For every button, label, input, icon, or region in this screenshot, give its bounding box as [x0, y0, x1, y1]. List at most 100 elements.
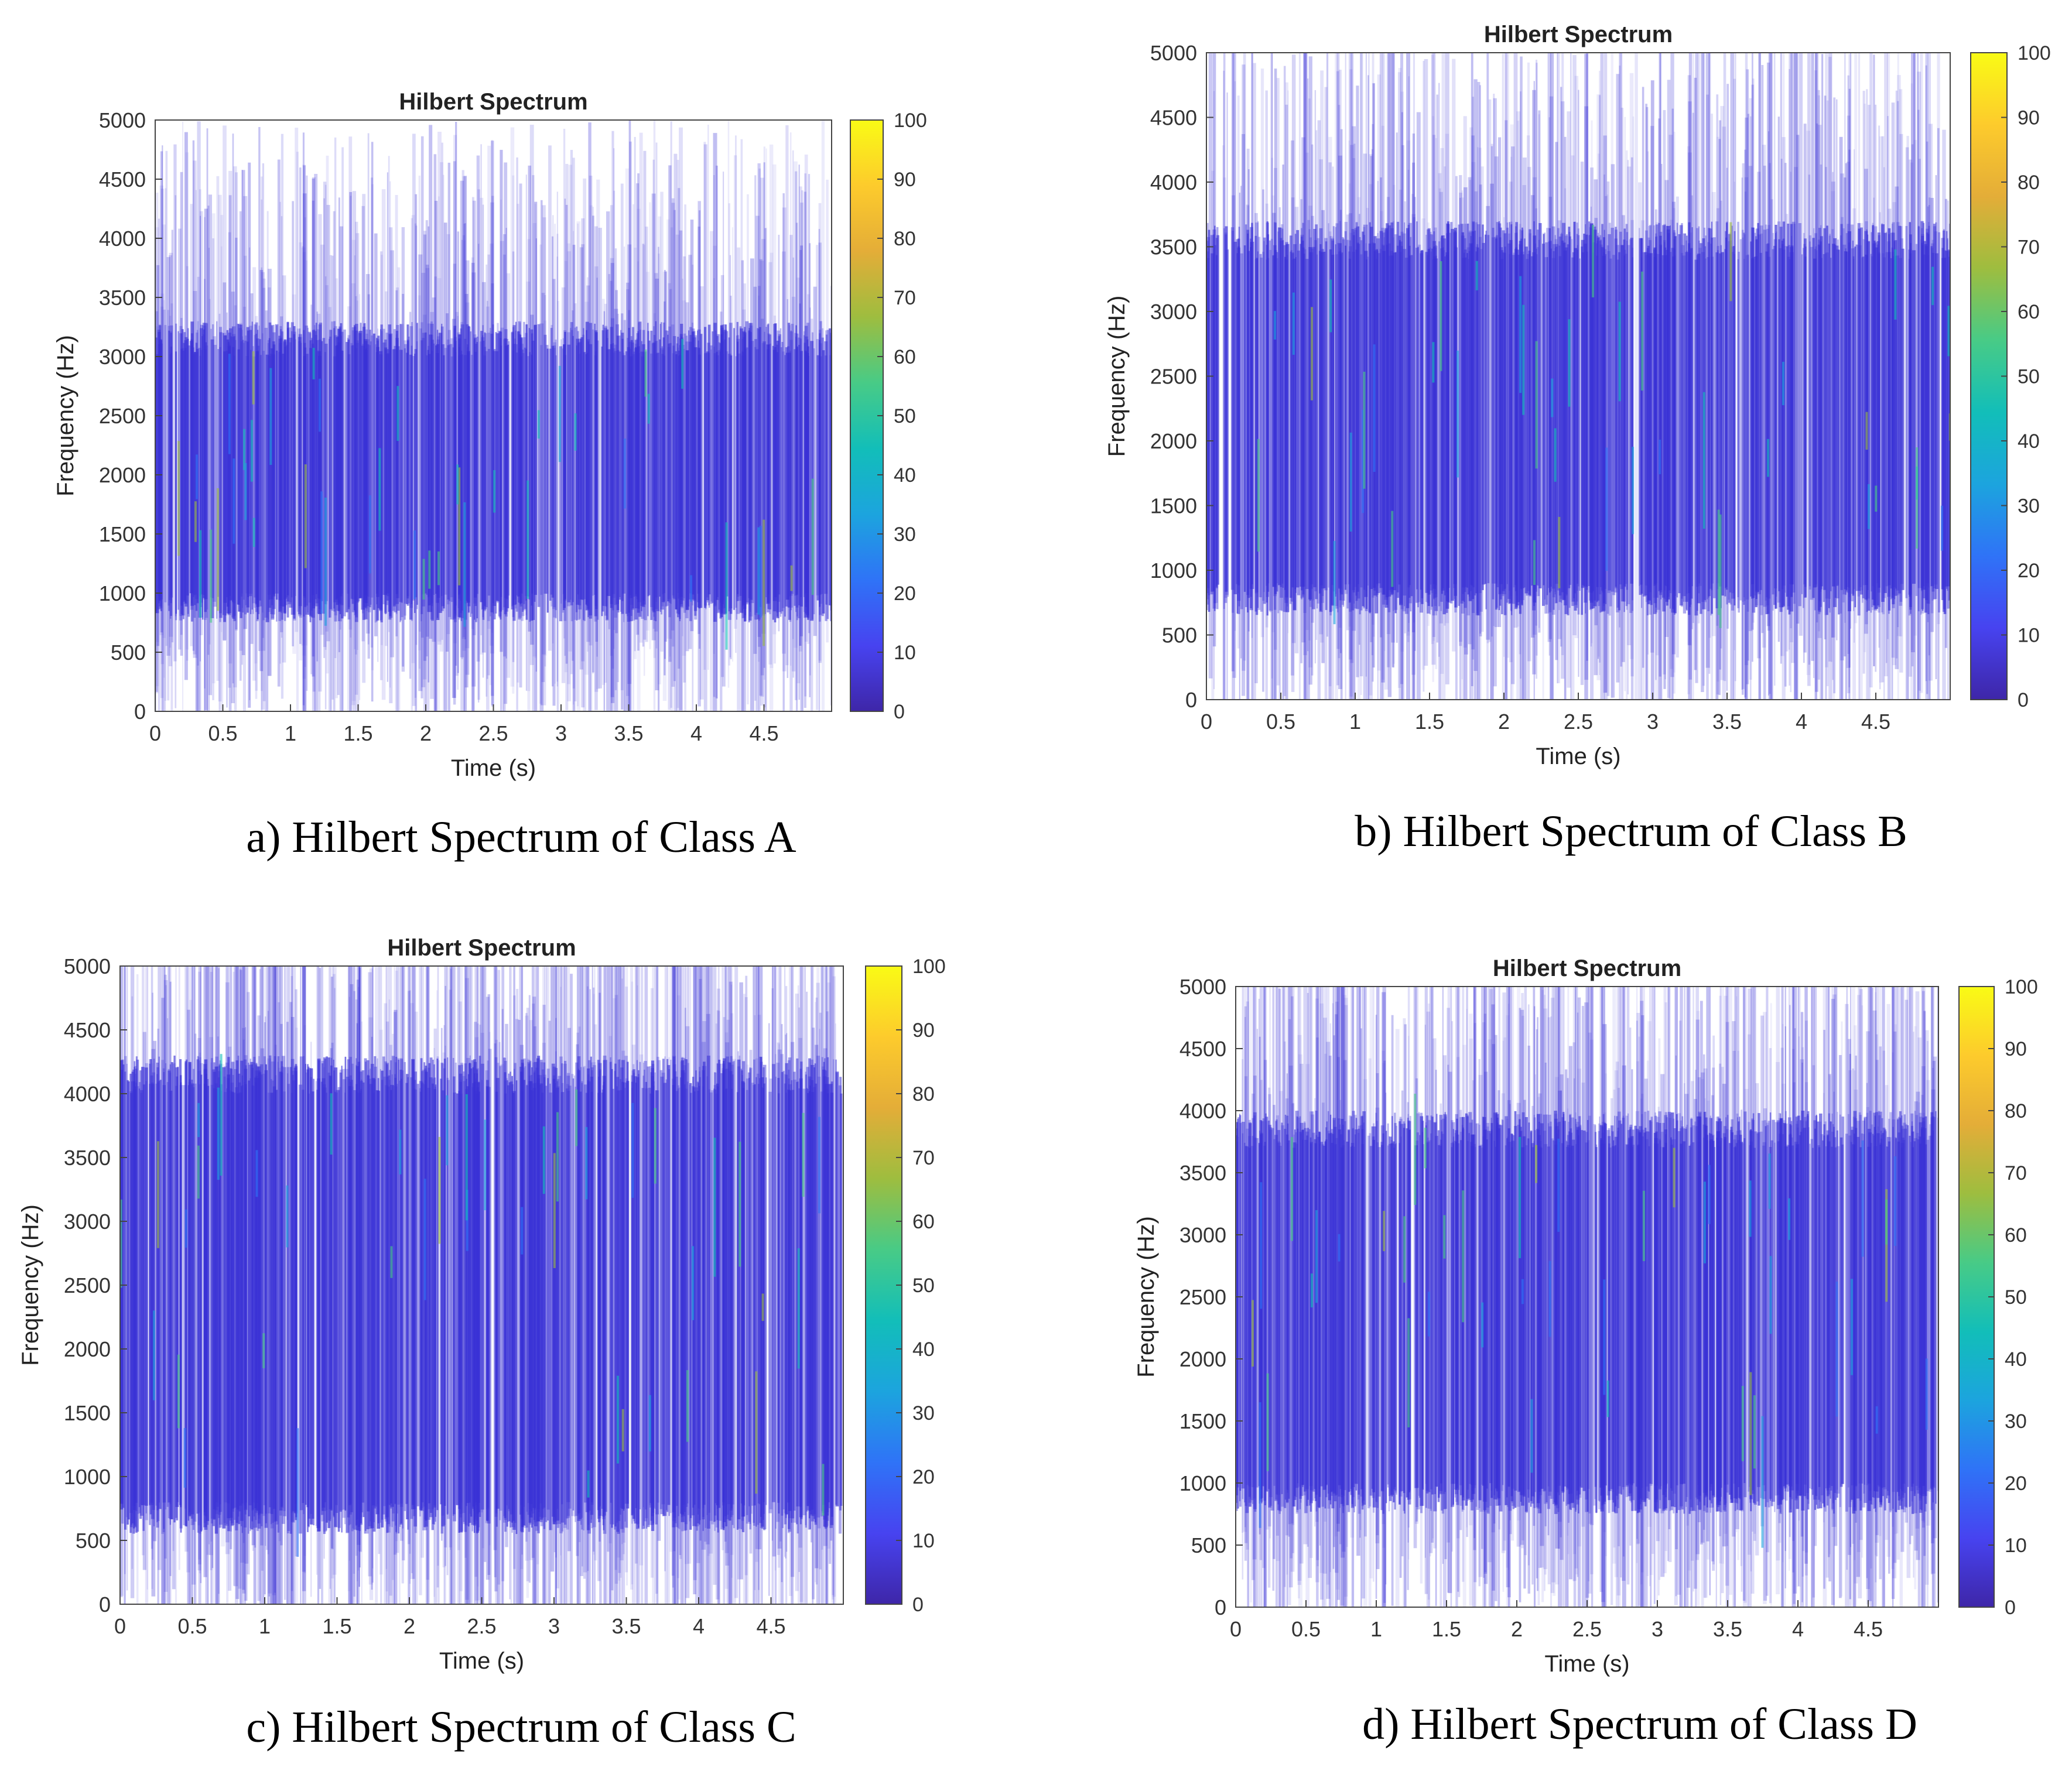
- spectrum-core-streak: [1892, 232, 1895, 604]
- spectrum-core-streak: [1830, 258, 1832, 591]
- spectrum-streak: [1326, 53, 1329, 637]
- spectrum-core-streak: [1305, 259, 1309, 590]
- spectrum-core-streak: [1896, 222, 1900, 595]
- colorbar-tick-label: 30: [912, 1402, 935, 1424]
- spectrum-streak: [591, 215, 594, 673]
- spectrum-core-streak: [307, 1068, 311, 1519]
- spectrum-core-streak: [1606, 245, 1609, 614]
- spectrum-core-streak: [1681, 223, 1683, 599]
- spectrum-core-streak: [1466, 253, 1468, 588]
- colorbar: [1970, 52, 2008, 700]
- spectrum-core-streak: [631, 1075, 634, 1516]
- spectrum-core-streak: [1546, 228, 1550, 614]
- spectrum-core-streak: [481, 1080, 483, 1513]
- spectrum-highlight: [463, 502, 466, 627]
- spectrum-core-streak: [839, 1077, 842, 1511]
- spectrum-core-streak: [484, 351, 488, 608]
- spectrum-core-streak: [748, 330, 750, 622]
- spectrum-core-streak: [1370, 227, 1373, 590]
- spectrum-core-streak: [452, 1057, 454, 1516]
- spectrum-core-streak: [1589, 224, 1594, 609]
- spectrum-streak: [500, 1064, 504, 1604]
- spectrum-core-streak: [552, 1075, 556, 1525]
- spectrum-core-streak: [1705, 258, 1707, 609]
- spectrum-highlight: [1702, 392, 1705, 529]
- spectrum-core-streak: [1683, 245, 1685, 602]
- spectrum-core-streak: [723, 1061, 725, 1530]
- spectrum-streak: [564, 966, 567, 1604]
- spectrum-core-streak: [1908, 249, 1912, 595]
- spectrum-streak: [609, 1062, 611, 1604]
- spectrum-core-streak: [602, 1076, 606, 1519]
- spectrum-core-streak: [726, 1068, 729, 1515]
- spectrum-core-streak: [295, 1064, 298, 1520]
- spectrum-core-streak: [193, 352, 196, 618]
- spectrum-streak: [710, 966, 713, 1604]
- y-tick-label: 3000: [1150, 300, 1197, 324]
- spectrum-streak: [1799, 53, 1803, 636]
- spectrum-core-streak: [1935, 222, 1937, 600]
- spectrum-core-streak: [1619, 231, 1622, 585]
- spectrum-core-streak: [655, 321, 657, 622]
- spectrum-core-streak: [1475, 246, 1479, 615]
- spectrum-streak: [242, 966, 246, 1594]
- spectrum-core-streak: [511, 1091, 513, 1533]
- spectrum-core-streak: [1552, 244, 1555, 598]
- spectrum-streak: [735, 135, 737, 653]
- spectrum-streak: [565, 163, 569, 711]
- spectrum-core-streak: [1402, 233, 1406, 612]
- x-tick-label: 1.5: [322, 1614, 351, 1638]
- spectrum-image: [120, 966, 843, 1604]
- spectrum-streak: [487, 145, 491, 629]
- spectrum-highlight: [822, 1464, 825, 1516]
- spectrum-core-streak: [829, 328, 832, 605]
- spectrum-streak: [425, 220, 428, 657]
- spectrum-core-streak: [1826, 225, 1828, 615]
- spectrum-core-streak: [611, 1068, 613, 1528]
- spectrum-core-streak: [404, 348, 406, 620]
- spectrum-streak: [1917, 109, 1920, 700]
- spectrum-core-streak: [1344, 221, 1348, 594]
- spectrum-core-streak: [1848, 231, 1852, 612]
- spectrum-core-streak: [474, 339, 476, 620]
- y-tick-label: 4000: [1150, 170, 1197, 194]
- spectrum-streak: [208, 194, 213, 696]
- spectrum-core-streak: [237, 323, 240, 605]
- spectrum-core-streak: [634, 347, 638, 609]
- spectrum-highlight: [648, 1395, 651, 1452]
- spectrum-core-streak: [203, 1090, 207, 1516]
- spectrum-highlight: [1475, 261, 1478, 290]
- spectrum-core-streak: [627, 1061, 629, 1504]
- spectrum-streak: [518, 1019, 521, 1604]
- spectrum-highlight: [1894, 249, 1897, 320]
- spectrum-core-streak: [404, 340, 406, 616]
- spectrum-core-streak: [495, 1078, 500, 1509]
- spectrum-core-streak: [729, 355, 733, 614]
- spectrum-streak: [731, 227, 734, 662]
- spectrum-core-streak: [315, 1081, 317, 1526]
- spectrum-core-streak: [126, 1063, 128, 1518]
- spectrum-core-streak: [750, 341, 754, 604]
- spectrum-core-streak: [564, 1060, 567, 1525]
- spectrum-streak: [1641, 1015, 1644, 1607]
- spectrum-core-streak: [649, 1087, 651, 1506]
- spectrum-streak: [1929, 197, 1931, 700]
- spectrum-core-streak: [366, 1060, 370, 1529]
- spectrum-streak: [699, 966, 702, 1541]
- spectrum-streak: [1578, 90, 1579, 677]
- spectrum-core-streak: [134, 1061, 136, 1525]
- spectrum-core-streak: [1707, 257, 1708, 600]
- spectrum-core-streak: [1791, 221, 1796, 593]
- spectrum-core-streak: [218, 1063, 223, 1512]
- spectrum-streak: [197, 121, 201, 711]
- spectrum-core-streak: [587, 1074, 590, 1525]
- spectrum-core-streak: [599, 1090, 601, 1506]
- spectrum-core-streak: [731, 1064, 734, 1515]
- spectrum-core-streak: [735, 356, 737, 608]
- spectrum-streak: [532, 1004, 535, 1604]
- spectrum-core-streak: [1410, 237, 1412, 612]
- spectrum-highlight: [446, 1095, 449, 1166]
- spectrum-core-streak: [1758, 234, 1761, 594]
- spectrum-core-streak: [660, 322, 662, 615]
- spectrum-core-streak: [611, 343, 614, 611]
